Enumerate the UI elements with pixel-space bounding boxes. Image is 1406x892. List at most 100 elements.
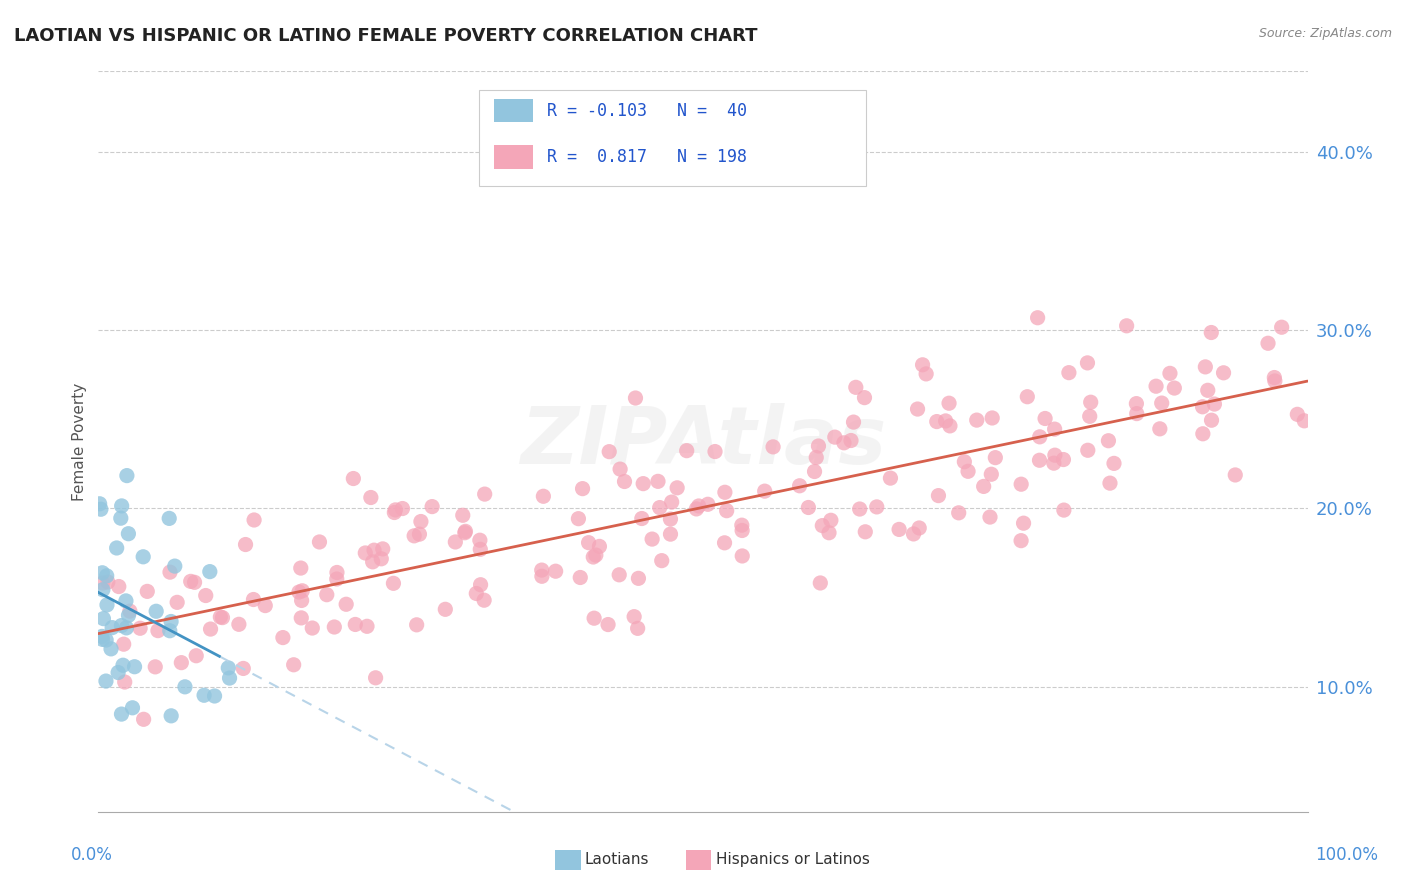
Point (242, 592, 264, 607)
Point (404, 529, 426, 543)
Point (1150, 396, 1173, 410)
Point (1197, 384, 1219, 398)
Point (623, 609, 645, 624)
Point (811, 518, 834, 533)
Point (243, 513, 266, 527)
Point (1212, 366, 1234, 380)
Point (818, 525, 841, 540)
Point (232, 661, 254, 675)
Point (409, 515, 432, 529)
Point (308, 535, 330, 549)
Point (105, 541, 128, 555)
Point (228, 617, 250, 632)
Point (1080, 395, 1102, 409)
Point (907, 402, 929, 417)
Point (630, 511, 652, 525)
Point (966, 413, 988, 427)
Point (1078, 409, 1101, 424)
Point (571, 482, 593, 496)
Point (391, 501, 413, 516)
Text: R =  0.817   N = 198: R = 0.817 N = 198 (547, 148, 747, 166)
Point (569, 570, 592, 584)
Point (585, 548, 607, 562)
Point (1043, 456, 1066, 470)
Point (853, 391, 876, 405)
Point (160, 615, 183, 629)
Point (808, 576, 831, 591)
Point (659, 512, 682, 526)
Point (731, 524, 754, 538)
Point (820, 513, 842, 527)
Point (596, 617, 619, 632)
Point (194, 589, 217, 603)
Point (582, 549, 605, 564)
Point (984, 450, 1007, 465)
Point (1033, 411, 1056, 425)
Point (290, 561, 312, 575)
Point (211, 610, 233, 624)
Point (939, 418, 962, 433)
Point (979, 510, 1001, 524)
Point (948, 506, 970, 520)
Y-axis label: Female Poverty: Female Poverty (72, 383, 87, 500)
Point (853, 524, 876, 539)
Point (1010, 477, 1032, 491)
Point (713, 536, 735, 550)
Point (903, 527, 925, 541)
Point (117, 526, 139, 541)
Point (980, 467, 1002, 482)
Point (110, 618, 132, 632)
Point (1257, 336, 1279, 351)
Point (91, 582, 114, 597)
Point (1144, 379, 1167, 393)
Point (472, 593, 495, 607)
Point (842, 415, 865, 429)
Point (1115, 318, 1137, 333)
Point (193, 688, 215, 702)
Point (405, 617, 427, 632)
Point (235, 537, 257, 551)
Point (607, 567, 630, 582)
Bar (479, 90, 866, 186)
Point (200, 622, 222, 636)
Point (434, 602, 457, 616)
Point (1077, 443, 1099, 458)
Point (283, 657, 305, 672)
Point (326, 572, 349, 586)
Point (641, 532, 664, 546)
Point (953, 455, 976, 469)
Point (915, 367, 938, 381)
Point (530, 563, 553, 577)
Point (567, 511, 589, 525)
Point (301, 621, 323, 635)
Point (659, 527, 682, 541)
Point (117, 608, 139, 623)
Point (100, 641, 122, 656)
Point (578, 535, 600, 549)
Point (714, 485, 737, 500)
Point (91, 566, 114, 580)
Point (1271, 320, 1294, 334)
Point (384, 503, 406, 517)
Point (254, 599, 277, 613)
Point (132, 712, 155, 726)
Point (382, 576, 405, 591)
Point (925, 415, 948, 429)
Point (1043, 422, 1066, 436)
Point (89, 497, 111, 511)
Point (938, 396, 960, 410)
Point (1017, 390, 1039, 404)
Point (363, 543, 385, 558)
Point (107, 580, 129, 594)
Point (118, 604, 141, 618)
Point (1264, 374, 1286, 388)
Point (1225, 467, 1247, 482)
Point (96, 569, 118, 583)
Point (1097, 434, 1119, 448)
Point (474, 487, 496, 501)
Point (360, 491, 382, 505)
Point (762, 440, 785, 454)
Point (115, 621, 138, 635)
Point (908, 521, 931, 535)
Point (470, 542, 492, 557)
